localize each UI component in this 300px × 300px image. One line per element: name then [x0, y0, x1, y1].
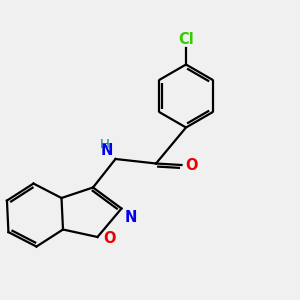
Text: O: O [103, 231, 116, 246]
Text: Cl: Cl [178, 32, 194, 47]
Text: O: O [185, 158, 198, 172]
Text: N: N [101, 143, 113, 158]
Text: H: H [100, 138, 110, 151]
Text: N: N [124, 210, 137, 225]
